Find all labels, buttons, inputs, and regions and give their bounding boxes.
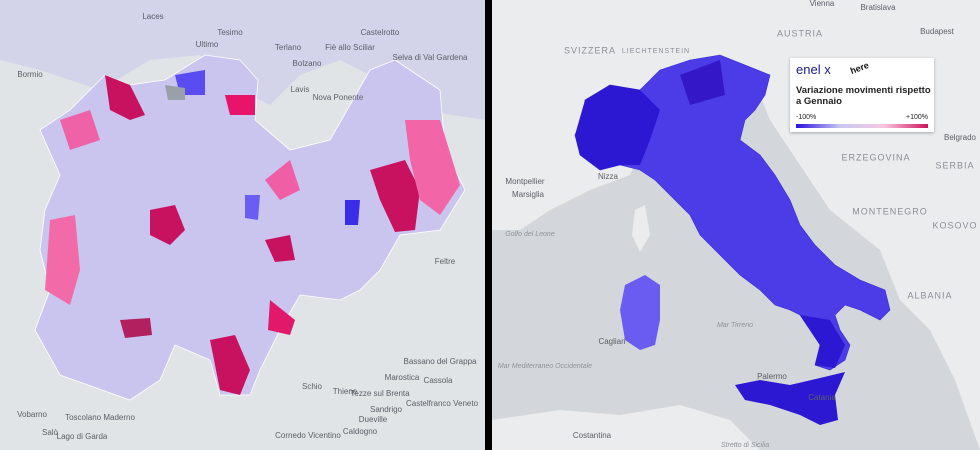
place-label: Schio <box>302 382 323 391</box>
district <box>210 335 250 395</box>
place-label: Feltre <box>435 257 456 266</box>
partner-logo: here <box>848 60 871 76</box>
place-label: Marostica <box>385 373 420 382</box>
place-label: Catania <box>808 393 836 402</box>
country-label: SERBIA <box>935 160 974 170</box>
sea-label: Mar Tirreno <box>717 322 753 329</box>
legend-title: Variazione movimenti rispetto a Gennaio <box>796 85 931 107</box>
color-scale <box>796 124 928 128</box>
place-label: Caldogno <box>343 427 378 436</box>
place-label: Tezze sul Brenta <box>350 389 410 398</box>
place-label: Costantina <box>573 431 612 440</box>
corsica <box>632 205 650 252</box>
place-label: Nizza <box>598 172 619 181</box>
region <box>680 60 725 105</box>
place-label: Selva di Val Gardena <box>392 53 468 62</box>
place-label: Lavis <box>291 85 310 94</box>
sicily <box>735 372 845 425</box>
place-label: Cornedo Vicentino <box>275 431 341 440</box>
district <box>120 318 152 338</box>
brand-logo: enel x <box>796 62 831 77</box>
left-map: Laces Tesimo Ultimo Terlano Castelrotto … <box>0 0 485 450</box>
place-label: Cassola <box>424 376 453 385</box>
place-label: Nova Ponente <box>313 93 364 102</box>
place-label: Montpellier <box>505 177 544 186</box>
sea-label: Mar Mediterraneo Occidentale <box>498 363 592 370</box>
district <box>345 200 360 225</box>
place-label: Dueville <box>359 415 388 424</box>
country-label: LIECHTENSTEIN <box>622 48 690 55</box>
district <box>268 300 295 335</box>
district <box>45 215 80 305</box>
place-label: Bolzano <box>293 59 322 68</box>
district <box>265 160 300 200</box>
place-label: Fiè allo Sciliar <box>325 43 375 52</box>
italy <box>574 54 891 371</box>
place-label: Thiene <box>333 387 358 396</box>
place-label: Tesimo <box>217 28 243 37</box>
place-label: Bassano del Grappa <box>404 357 477 366</box>
sea-label: Golfo del Leone <box>505 231 555 238</box>
austria-region <box>0 0 485 120</box>
place-label: Lago di Garda <box>57 432 108 441</box>
sardinia <box>620 275 660 350</box>
district <box>150 205 185 245</box>
sea-label: Stretto di Sicilia <box>721 442 769 449</box>
place-label: Bratislava <box>860 3 896 12</box>
district <box>105 75 145 120</box>
land-africa <box>492 405 760 450</box>
place-label: Vobarno <box>17 410 47 419</box>
place-label: Sandrigo <box>370 405 403 414</box>
place-label: Belgrado <box>944 133 977 142</box>
place-label: Salò <box>42 428 59 437</box>
legend-max: +100% <box>906 114 928 121</box>
district <box>225 95 255 115</box>
district <box>370 160 420 232</box>
district <box>265 235 295 262</box>
place-label: Budapest <box>920 27 955 36</box>
place-label: Terlano <box>275 43 302 52</box>
region <box>575 85 660 170</box>
place-label: Ultimo <box>196 40 219 49</box>
district <box>60 110 100 150</box>
district <box>245 195 260 220</box>
place-label: Vienna <box>810 0 835 8</box>
trentino-alto-adige <box>34 54 466 401</box>
place-label: Toscolano Maderno <box>65 413 135 422</box>
place-label: Cagliari <box>598 337 625 346</box>
country-label: ERZEGOVINA <box>841 152 910 162</box>
place-label: Palermo <box>757 372 787 381</box>
place-label: Castelrotto <box>361 28 400 37</box>
legend-min: -100% <box>796 114 817 121</box>
region <box>800 315 845 368</box>
legend: enel x here Variazione movimenti rispett… <box>790 58 934 132</box>
country-label: AUSTRIA <box>777 28 823 38</box>
district <box>405 120 460 215</box>
place-label: Castelfranco Veneto <box>406 399 479 408</box>
country-label: SVIZZERA <box>564 45 616 55</box>
country-label: ALBANIA <box>907 290 952 300</box>
place-label: Bormio <box>17 70 43 79</box>
country-label: MONTENEGRO <box>852 206 928 216</box>
place-label: Marsiglia <box>512 190 545 199</box>
place-label: Laces <box>142 12 163 21</box>
district <box>165 85 185 100</box>
country-label: KOSOVO <box>932 220 977 230</box>
